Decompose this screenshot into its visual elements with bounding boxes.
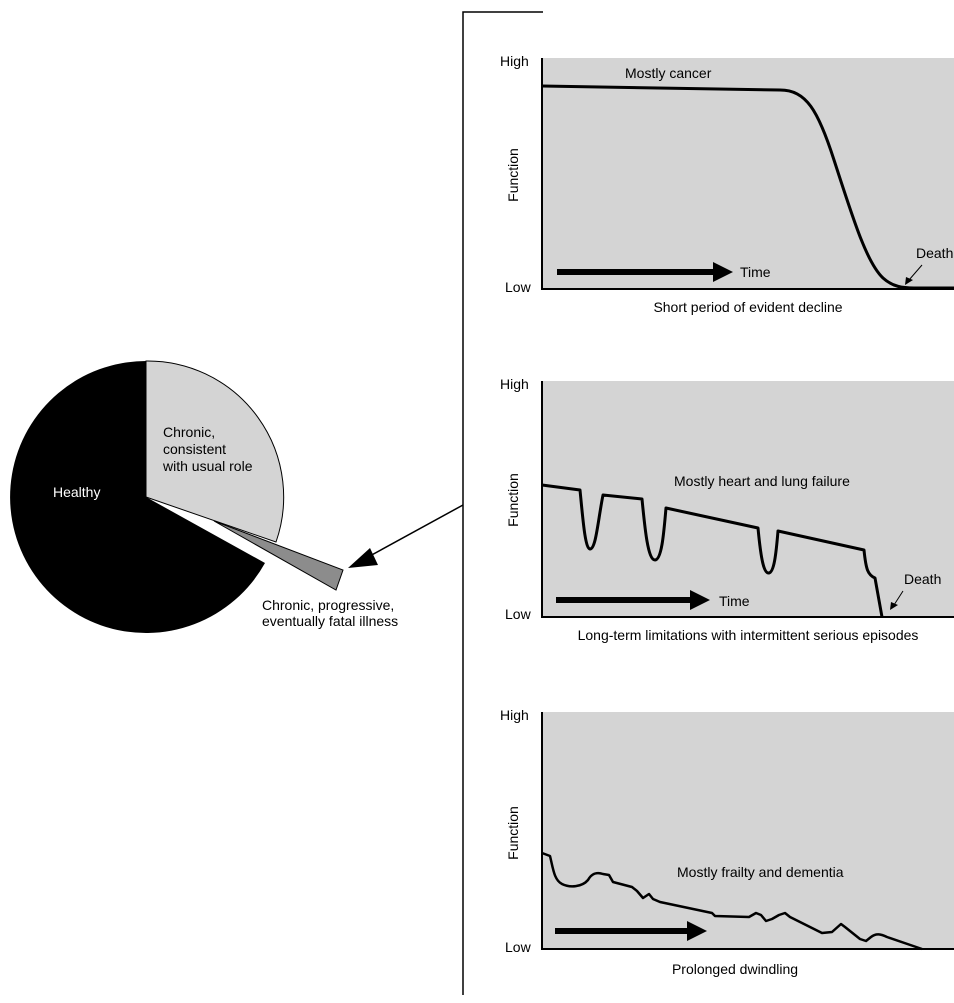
y-axis-high-label: High — [500, 376, 529, 392]
bracket-line — [463, 12, 543, 995]
y-axis-high-label: High — [500, 53, 529, 69]
panel-caption: Prolonged dwindling — [672, 961, 798, 977]
time-label: Time — [719, 593, 750, 609]
panel-background — [542, 712, 954, 949]
y-axis-title: Function — [505, 806, 521, 860]
trajectory-panel-frailty: High Low Function Mostly frailty and dem… — [500, 707, 954, 977]
panel-background — [542, 381, 954, 617]
pie-label-healthy: Healthy — [53, 484, 100, 500]
panel-caption: Long-term limitations with intermittent … — [578, 627, 919, 643]
trajectory-panel-cancer: High Low Function Mostly cancer Time Dea… — [500, 53, 954, 315]
death-label: Death — [904, 571, 941, 587]
y-axis-high-label: High — [500, 707, 529, 723]
trajectory-panel-organ-failure: High Low Function Mostly heart and lung … — [500, 376, 954, 643]
y-axis-title: Function — [505, 473, 521, 527]
annotation-label: Mostly frailty and dementia — [677, 864, 844, 880]
y-axis-low-label: Low — [505, 939, 532, 955]
annotation-label: Mostly heart and lung failure — [674, 473, 850, 489]
connector-arrow — [348, 505, 463, 568]
time-label: Time — [740, 264, 771, 280]
y-axis-low-label: Low — [505, 606, 532, 622]
panel-background — [542, 58, 954, 289]
panel-caption: Short period of evident decline — [653, 299, 842, 315]
death-label: Death — [916, 245, 953, 261]
y-axis-title: Function — [505, 148, 521, 202]
y-axis-low-label: Low — [505, 279, 532, 295]
annotation-label: Mostly cancer — [625, 65, 712, 81]
pie-label-chronic-progressive: Chronic, progressive, eventually fatal i… — [262, 597, 398, 629]
